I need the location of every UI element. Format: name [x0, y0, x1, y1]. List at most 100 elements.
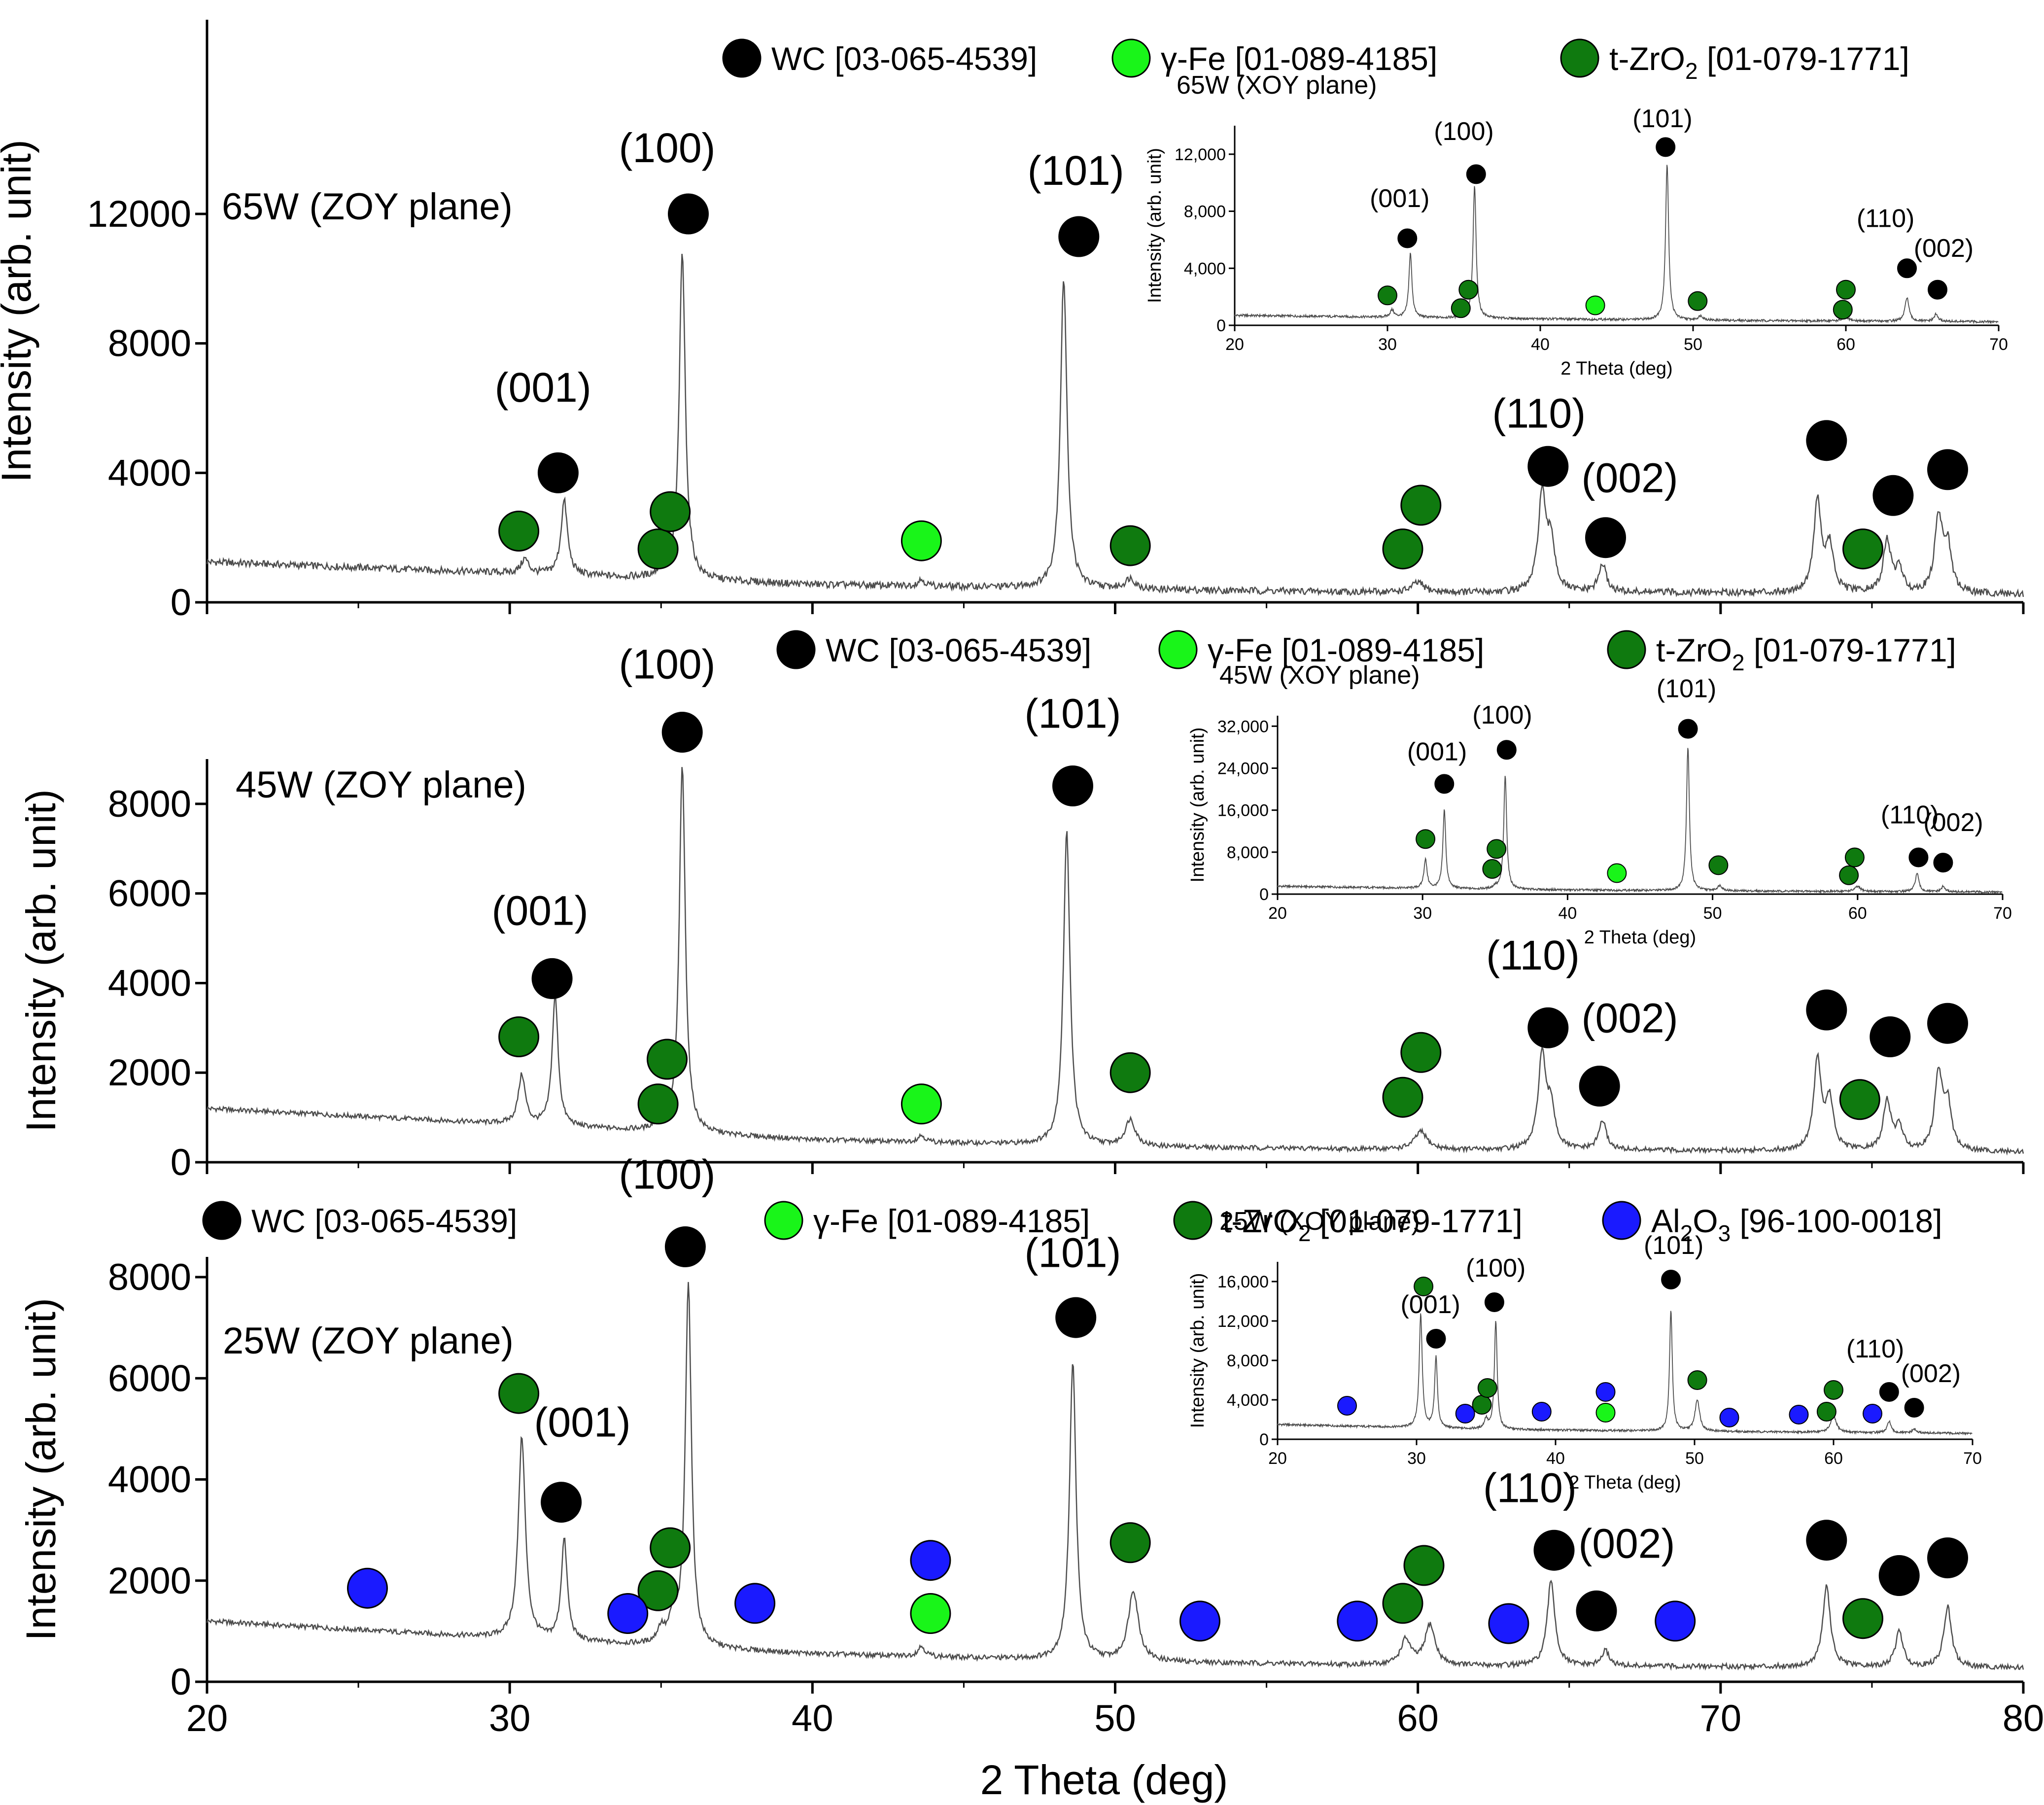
marker-al2o3: [1595, 1382, 1616, 1402]
x-tick-label: 30: [489, 1698, 531, 1739]
marker-wc: [1678, 719, 1698, 739]
marker-al2o3: [1337, 1396, 1357, 1416]
marker-wc: [1897, 258, 1917, 278]
marker-t-zro2: [1824, 1380, 1843, 1400]
marker-al2o3: [1789, 1405, 1809, 1424]
marker-t-zro2: [1378, 285, 1397, 306]
marker-t-zro2: [650, 491, 691, 532]
marker-t-zro2: [1487, 839, 1507, 859]
x-tick-label: 70: [1993, 904, 2012, 923]
marker-al2o3: [347, 1567, 388, 1609]
x-tick-label: 20: [1268, 1449, 1287, 1468]
legend-al2o3-label: Al2O3 [96-100-0018]: [1651, 1203, 1942, 1246]
marker-gamma-fe: [1595, 1403, 1616, 1423]
legend-t-zro2-label: t-ZrO2 [01-079-1771]: [1656, 632, 1956, 675]
y-tick-label: 0: [171, 1661, 191, 1703]
hkl-label: (101): [1024, 690, 1121, 736]
marker-wc: [1806, 420, 1847, 461]
marker-t-zro2: [498, 511, 540, 552]
xrd-trace: [206, 767, 2024, 1156]
y-tick-label: 8000: [108, 1256, 191, 1298]
marker-wc: [1806, 989, 1847, 1031]
marker-t-zro2: [1400, 485, 1442, 526]
marker-t-zro2: [1472, 1395, 1492, 1415]
marker-wc: [1434, 774, 1455, 794]
hkl-label: (001): [495, 364, 591, 411]
x-tick-label: 60: [1397, 1698, 1439, 1739]
legend-t-zro2-label: t-ZrO2 [01-079-1771]: [1222, 1203, 1523, 1246]
marker-wc: [668, 193, 709, 235]
legend-t-zro2-swatch: [1607, 630, 1646, 669]
marker-t-zro2: [1400, 1032, 1442, 1073]
marker-t-zro2: [1382, 1583, 1423, 1624]
legend-gamma-fe-swatch: [1111, 38, 1151, 78]
marker-wc: [1576, 1590, 1617, 1631]
marker-wc: [1806, 1520, 1847, 1561]
y-tick-label: 4000: [108, 452, 191, 494]
marker-t-zro2: [1416, 829, 1436, 849]
y-tick-label: 8,000: [1227, 1352, 1269, 1370]
y-tick-label: 0: [1259, 1430, 1269, 1449]
x-tick-label: 20: [1268, 904, 1287, 923]
inset-chart: 20 30 40 50 60 70 0 8,000 16,000 24,000 32,000 (001…: [1187, 661, 2012, 948]
marker-wc: [1933, 853, 1953, 873]
marker-t-zro2: [1842, 528, 1883, 570]
marker-wc: [1527, 446, 1569, 487]
inset-y-axis-title: Intensity (arb. unit): [1187, 728, 1208, 883]
legend-t-zro2-swatch: [1173, 1201, 1213, 1240]
marker-t-zro2: [1382, 528, 1423, 570]
y-tick-label: 24,000: [1217, 759, 1269, 778]
legend-wc-label: WC [03-065-4539]: [826, 632, 1091, 668]
x-axis-title: 2 Theta (deg): [980, 1757, 1228, 1803]
legend-gamma-fe-swatch: [1158, 630, 1198, 669]
hkl-label: (100): [1434, 117, 1493, 146]
marker-wc: [1579, 1066, 1620, 1107]
marker-t-zro2: [498, 1373, 540, 1414]
marker-wc: [1484, 1292, 1504, 1312]
x-tick-label: 40: [792, 1698, 833, 1739]
legend-wc-swatch: [776, 630, 816, 669]
marker-t-zro2: [1403, 1545, 1445, 1586]
marker-wc: [1426, 1329, 1446, 1349]
x-tick-label: 70: [1989, 335, 2008, 354]
marker-t-zro2: [1844, 847, 1865, 868]
y-tick-label: 4,000: [1227, 1391, 1269, 1410]
x-tick-label: 40: [1558, 904, 1577, 923]
marker-t-zro2: [1816, 1402, 1836, 1422]
marker-al2o3: [1863, 1404, 1882, 1423]
x-tick-label: 50: [1094, 1698, 1136, 1739]
hkl-label: (001): [1370, 184, 1429, 213]
marker-t-zro2: [1109, 1052, 1151, 1093]
marker-wc: [1872, 475, 1914, 516]
marker-t-zro2: [1382, 1076, 1423, 1118]
hkl-label: (001): [1400, 1290, 1460, 1319]
inset-title: 65W (XOY plane): [1177, 71, 1377, 100]
xrd-trace: [206, 253, 2024, 598]
y-axis-title: Intensity (arb. unit): [0, 139, 39, 483]
hkl-label: (100): [1466, 1254, 1525, 1283]
x-tick-label: 60: [1848, 904, 1867, 923]
panel-label: 25W (ZOY plane): [223, 1320, 514, 1362]
marker-al2o3: [910, 1540, 951, 1581]
x-tick-label: 50: [1684, 335, 1702, 354]
marker-al2o3: [1488, 1603, 1529, 1644]
marker-t-zro2: [1687, 1370, 1707, 1390]
y-tick-label: 4000: [108, 1459, 191, 1501]
x-tick-label: 80: [2003, 1698, 2044, 1739]
marker-gamma-fe: [1607, 863, 1627, 883]
legend-gamma-fe-label: γ-Fe [01-089-4185]: [1161, 40, 1437, 77]
marker-wc: [541, 1482, 582, 1523]
marker-t-zro2: [1109, 525, 1151, 566]
hkl-label: (110): [1857, 204, 1915, 233]
hkl-label: (101): [1657, 675, 1716, 703]
inset-y-axis-title: Intensity (arb. unit): [1187, 1273, 1208, 1428]
marker-wc: [1927, 1537, 1968, 1579]
marker-wc: [661, 712, 703, 753]
hkl-label: (110): [1846, 1335, 1905, 1363]
marker-wc: [1052, 765, 1093, 806]
hkl-label: (002): [1582, 455, 1678, 501]
marker-al2o3: [607, 1593, 649, 1634]
inset-chart: 20 30 40 50 60 70 0 4,000 8,000 12,000 16,000 (001)…: [1187, 1207, 1982, 1493]
hkl-label: (101): [1632, 104, 1692, 133]
x-tick-label: 30: [1413, 904, 1432, 923]
